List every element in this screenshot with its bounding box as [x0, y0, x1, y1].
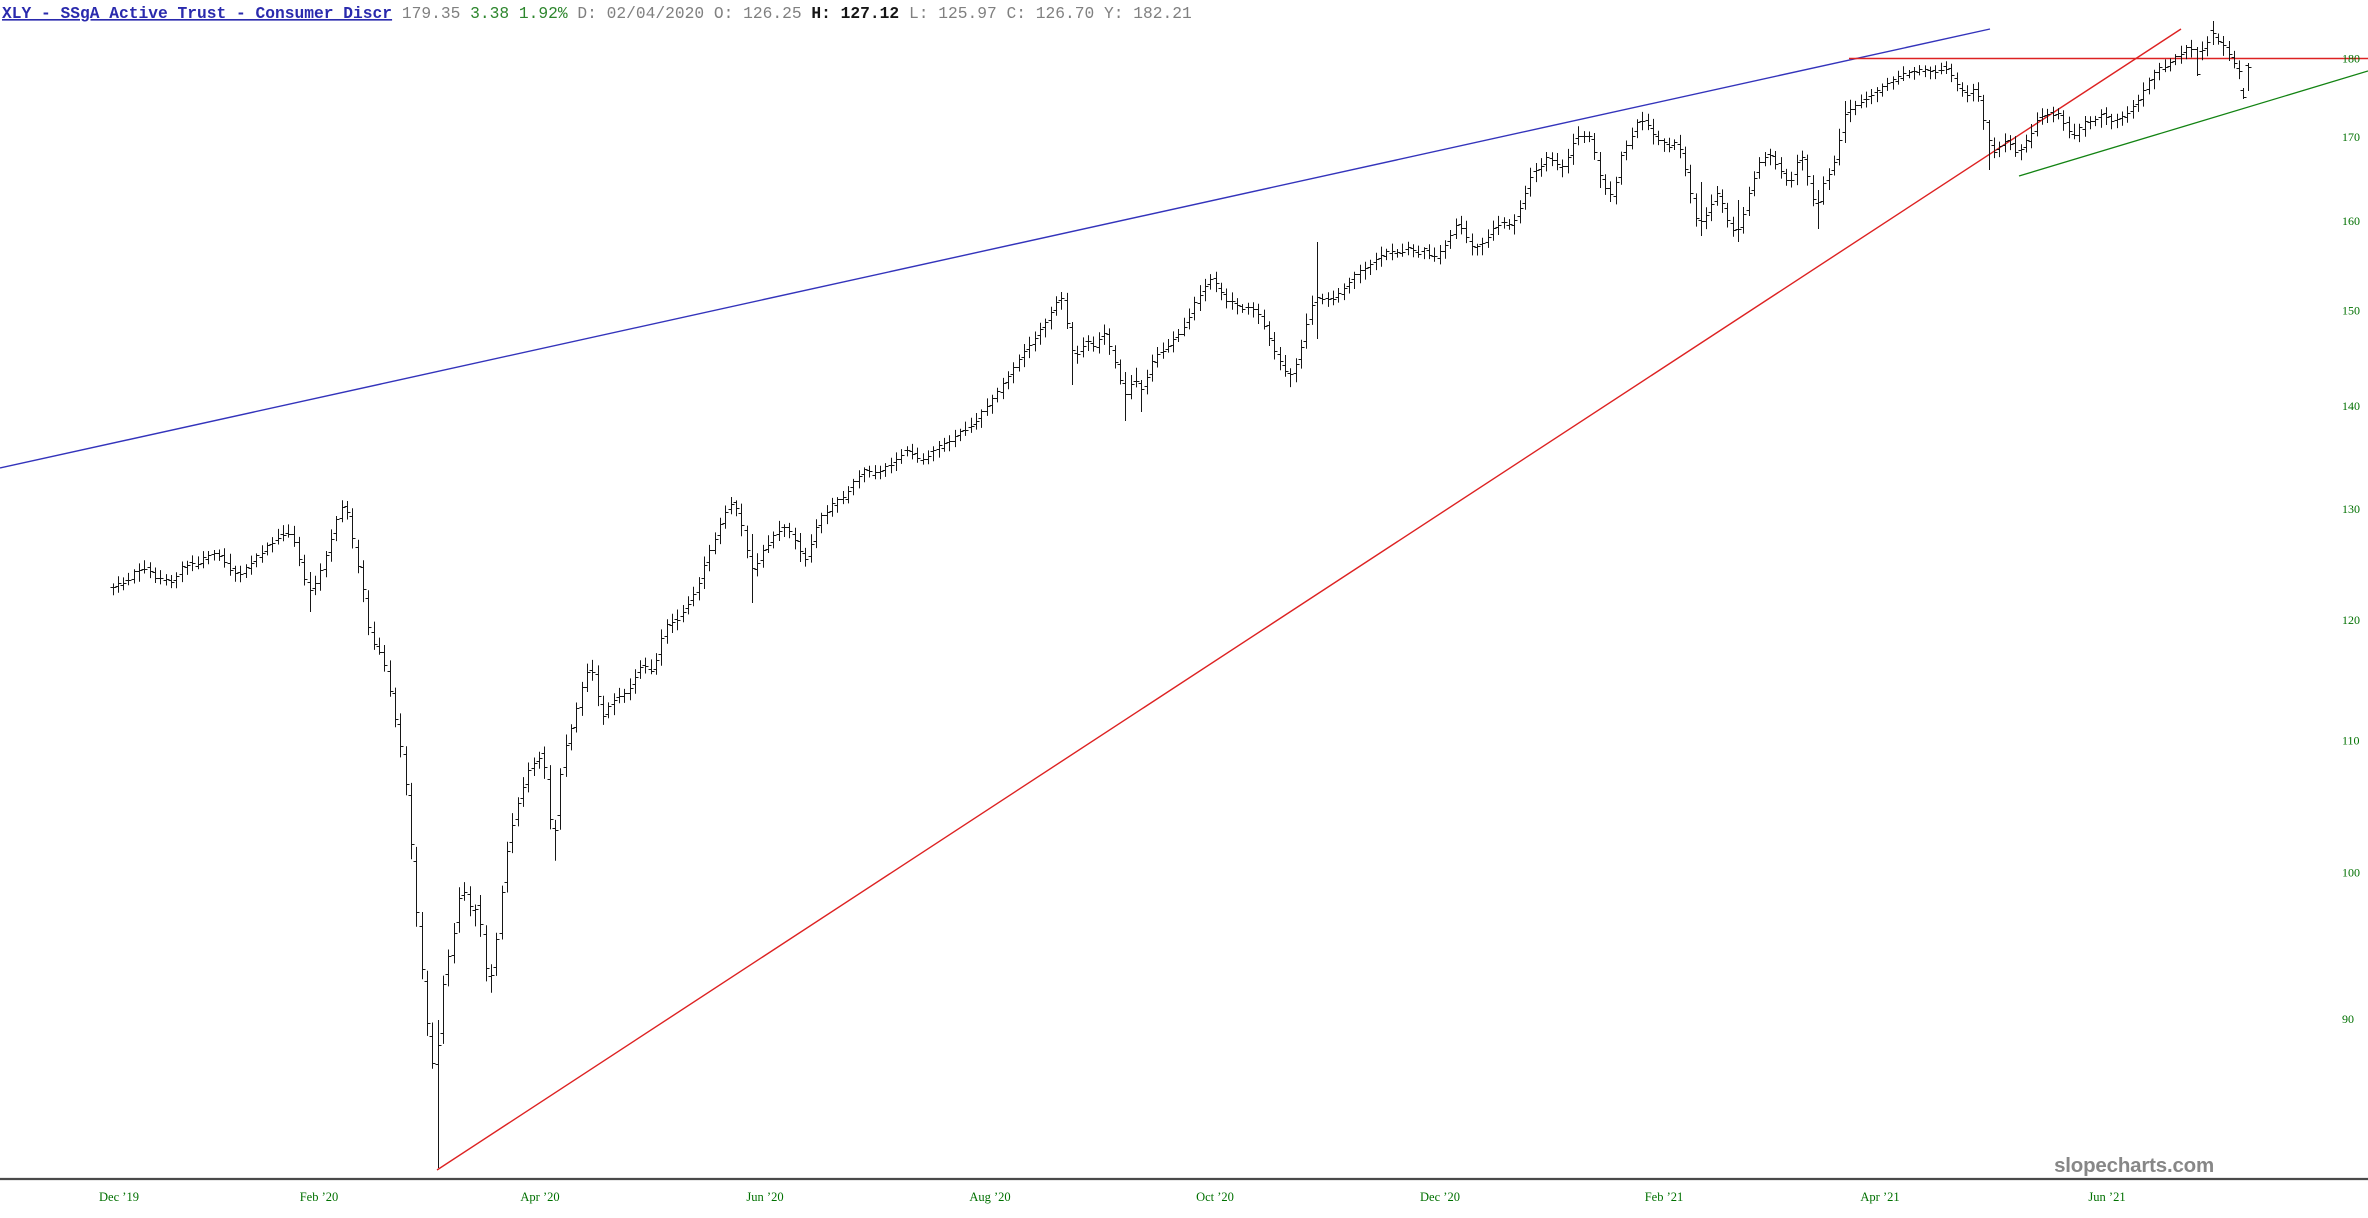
svg-text:Jun ’21: Jun ’21	[2088, 1190, 2125, 1204]
svg-text:Apr ’21: Apr ’21	[1860, 1190, 1899, 1204]
svg-text:Feb ’21: Feb ’21	[1645, 1190, 1684, 1204]
svg-text:90: 90	[2342, 1012, 2354, 1026]
svg-text:Aug ’20: Aug ’20	[969, 1190, 1010, 1204]
svg-text:180: 180	[2342, 52, 2360, 66]
svg-text:slopecharts.com: slopecharts.com	[2054, 1154, 2214, 1177]
svg-text:Apr ’20: Apr ’20	[520, 1190, 559, 1204]
svg-text:130: 130	[2342, 502, 2360, 516]
svg-text:Dec ’20: Dec ’20	[1420, 1190, 1460, 1204]
svg-text:Feb ’20: Feb ’20	[300, 1190, 339, 1204]
svg-text:160: 160	[2342, 214, 2360, 228]
svg-text:110: 110	[2342, 734, 2360, 748]
svg-text:Jun ’20: Jun ’20	[746, 1190, 783, 1204]
svg-text:100: 100	[2342, 866, 2360, 880]
svg-text:XLY - SSgA Active Trust - Cons: XLY - SSgA Active Trust - Consumer Discr…	[2, 4, 1192, 23]
svg-text:140: 140	[2342, 399, 2360, 413]
svg-text:Oct ’20: Oct ’20	[1196, 1190, 1234, 1204]
svg-text:150: 150	[2342, 304, 2360, 318]
svg-text:Dec ’19: Dec ’19	[99, 1190, 139, 1204]
svg-text:120: 120	[2342, 613, 2360, 627]
svg-text:170: 170	[2342, 130, 2360, 144]
